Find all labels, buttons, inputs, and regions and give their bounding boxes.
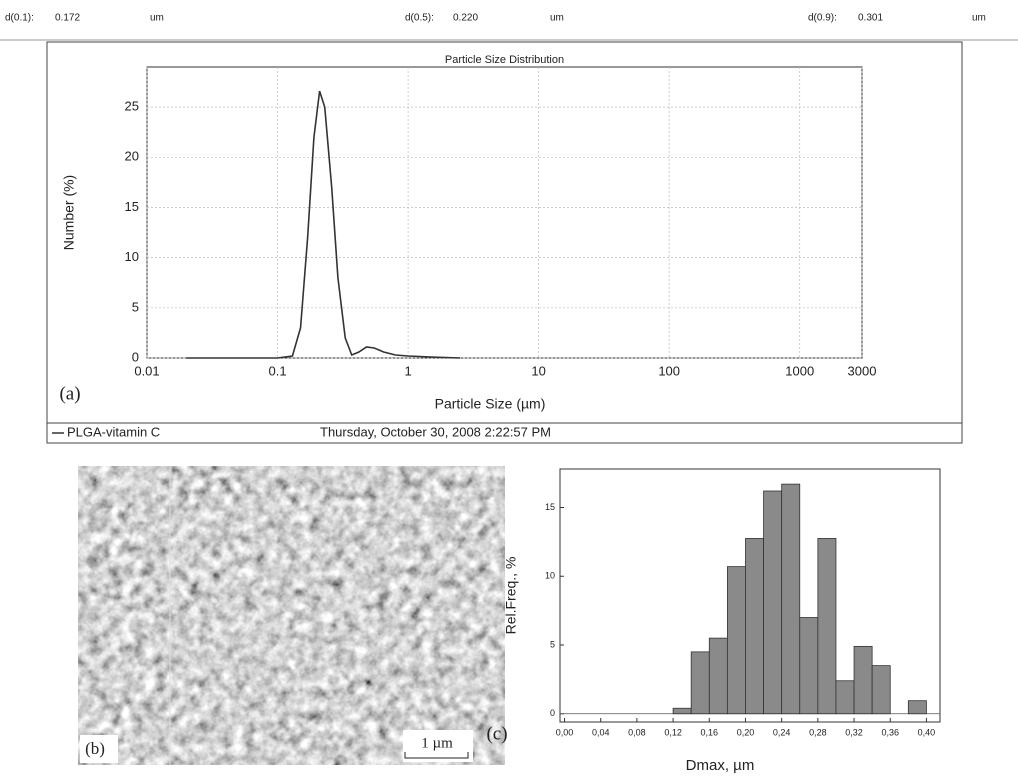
x-tick-label: 0,12 xyxy=(664,727,682,737)
x-tick-label: 0,32 xyxy=(845,727,863,737)
y-tick-label: 10 xyxy=(545,571,555,581)
x-tick-label: 0,20 xyxy=(737,727,755,737)
y-tick-label: 5 xyxy=(132,299,139,314)
x-tick-label: 1 xyxy=(404,363,411,378)
bar xyxy=(799,617,819,715)
y-axis-label: Number (%) xyxy=(61,175,77,250)
x-tick-label: 3000 xyxy=(848,363,877,378)
stat-label: d(0.1): xyxy=(5,13,34,24)
y-tick-label: 15 xyxy=(125,199,139,214)
y-tick-label: 10 xyxy=(125,249,139,264)
bar xyxy=(672,707,692,715)
y-tick-label: 20 xyxy=(125,149,139,164)
x-tick-label: 0,08 xyxy=(628,727,646,737)
stat-unit: um xyxy=(550,13,564,24)
sem-image xyxy=(78,466,505,765)
y-tick-label: 25 xyxy=(125,99,139,114)
scale-bar xyxy=(404,752,469,759)
panel-label: (b) xyxy=(85,739,105,758)
bar xyxy=(726,566,746,715)
x-tick-label: 0.1 xyxy=(269,363,287,378)
plot-frame xyxy=(146,66,863,359)
x-tick-label: 100 xyxy=(658,363,680,378)
bar xyxy=(871,665,891,715)
panel-frame xyxy=(46,41,963,444)
legend-label: PLGA-vitamin C xyxy=(67,424,160,439)
bar xyxy=(745,538,764,715)
x-tick-label: 0.01 xyxy=(134,363,159,378)
stat-unit: um xyxy=(972,13,986,24)
label-bg xyxy=(80,735,118,763)
footer-date: Thursday, October 30, 2008 2:22:57 PM xyxy=(320,424,551,439)
stat-value: 0.220 xyxy=(453,13,478,24)
stat-value: 0.172 xyxy=(55,13,80,24)
x-tick-label: 1000 xyxy=(785,363,814,378)
chart-title: Particle Size Distribution xyxy=(445,54,564,66)
bar xyxy=(835,680,855,715)
bar xyxy=(690,651,710,715)
bar xyxy=(708,637,728,715)
x-tick-label: 0,16 xyxy=(701,727,719,737)
x-axis-label: Particle Size (µm) xyxy=(435,396,546,412)
bar xyxy=(781,483,801,715)
scale-bg xyxy=(403,730,473,762)
x-tick-label: 0,36 xyxy=(881,727,899,737)
plot-frame xyxy=(559,468,941,723)
stat-value: 0.301 xyxy=(858,13,883,24)
x-tick-label: 10 xyxy=(531,363,545,378)
y-tick-label: 5 xyxy=(550,639,555,649)
x-tick-label: 0,04 xyxy=(592,727,610,737)
x-tick-label: 0,40 xyxy=(918,727,936,737)
bar xyxy=(907,700,927,715)
x-axis-label: Dmax, µm xyxy=(686,757,755,774)
data-line xyxy=(186,90,461,359)
bar xyxy=(817,538,837,715)
y-tick-label: 0 xyxy=(550,708,555,718)
stat-label: d(0.5): xyxy=(405,13,434,24)
y-tick-label: 0 xyxy=(132,349,139,364)
x-tick-label: 0,00 xyxy=(556,727,574,737)
stat-label: d(0.9): xyxy=(808,13,837,24)
scale-bar-label: 1 µm xyxy=(421,735,453,751)
bar xyxy=(853,645,873,715)
y-axis-label: Rel.Freq., % xyxy=(503,557,519,635)
stat-unit: um xyxy=(150,13,164,24)
panel-label: (c) xyxy=(486,723,507,744)
y-tick-label: 15 xyxy=(545,502,555,512)
bar xyxy=(763,490,783,715)
panel-label: (a) xyxy=(59,383,80,404)
x-tick-label: 0,24 xyxy=(773,727,791,737)
x-tick-label: 0,28 xyxy=(809,727,827,737)
